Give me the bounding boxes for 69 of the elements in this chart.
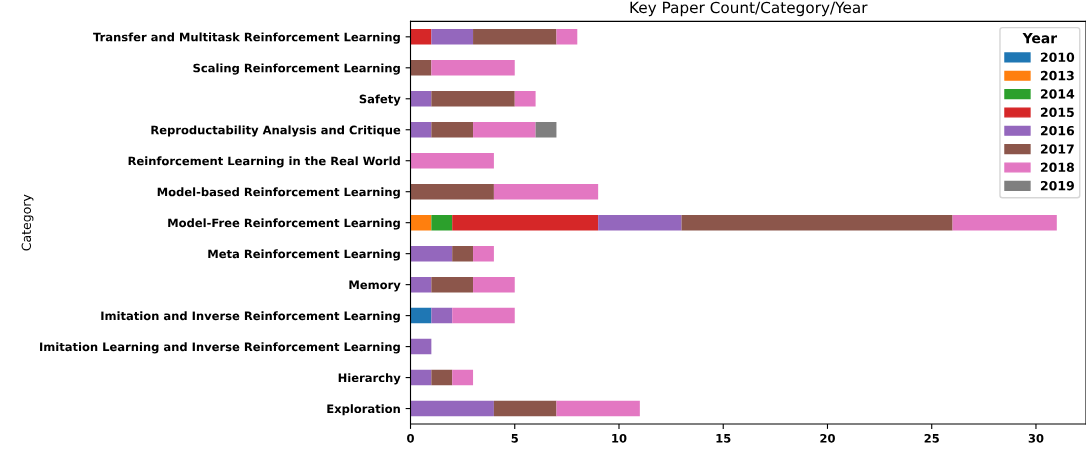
bar: [452, 369, 474, 386]
y-tick-label: Memory: [349, 280, 401, 292]
x-tick-label: 10: [612, 433, 627, 443]
y-tick-label: Reproductability Analysis and Critique: [151, 125, 401, 137]
legend-label: 2014: [1040, 89, 1075, 99]
legend-title: Year: [1022, 33, 1058, 44]
bar: [410, 152, 494, 169]
bar: [431, 60, 515, 76]
bar: [473, 276, 515, 293]
y-tick-label: Scaling Reinforcement Learning: [193, 63, 400, 75]
bar: [410, 29, 432, 45]
chart-title: Key Paper Count/Category/Year: [630, 1, 868, 17]
bar: [431, 214, 453, 231]
legend-label: 2013: [1040, 70, 1074, 81]
bar: [410, 122, 432, 138]
bar: [410, 369, 432, 386]
y-tick-label: Hierarchy: [338, 373, 401, 385]
y-tick-label: Meta Reinforcement Learning: [208, 249, 400, 261]
bar: [410, 91, 432, 107]
y-tick-label: Imitation and Inverse Reinforcement Learning: [101, 311, 400, 323]
y-axis-title: Category: [21, 194, 34, 251]
bar: [410, 183, 494, 200]
y-tick-label: Model-based Reinforcement Learning: [157, 187, 400, 199]
bar: [493, 183, 599, 200]
y-tick-label: Exploration: [327, 404, 400, 416]
x-tick-label: 30: [1028, 433, 1044, 443]
bar: [410, 307, 432, 324]
x-tick-label: 0: [407, 433, 414, 443]
bar: [431, 276, 474, 293]
bar: [410, 245, 453, 262]
bar: [535, 122, 557, 138]
bar: [473, 122, 536, 138]
bar: [431, 369, 453, 386]
legend-label: 2015: [1040, 107, 1074, 117]
bar: [431, 307, 453, 324]
x-tick-label: 5: [511, 434, 518, 443]
bar: [473, 29, 557, 45]
y-tick-label: Safety: [359, 94, 401, 106]
bar: [473, 245, 494, 262]
bar: [410, 338, 432, 355]
bar: [410, 214, 432, 231]
y-tick-label: Reinforcement Learning in the Real World: [128, 156, 400, 168]
bar: [556, 29, 578, 45]
bar: [410, 60, 432, 76]
bar: [452, 245, 474, 262]
x-tick-label: 25: [924, 433, 939, 443]
x-tick-label: 20: [820, 433, 835, 443]
legend-label: 2016: [1040, 125, 1075, 136]
x-tick-label: 15: [716, 434, 731, 443]
bar: [681, 214, 953, 231]
bar: [431, 91, 515, 107]
legend-label: 2010: [1040, 52, 1075, 62]
bar: [452, 214, 599, 231]
y-tick-label: Model-Free Reinforcement Learning: [168, 218, 400, 230]
bar: [514, 91, 536, 107]
bar: [431, 122, 474, 138]
bar: [493, 400, 557, 417]
bar: [598, 214, 682, 231]
bar: [556, 400, 640, 417]
y-tick-label: Transfer and Multitask Reinforcement Learning: [93, 32, 400, 44]
bar: [431, 29, 474, 45]
bar: [952, 214, 1057, 231]
y-tick-label: Imitation Learning and Inverse Reinforcement Learning: [40, 342, 400, 354]
bar: [410, 276, 432, 293]
legend-label: 2017: [1040, 144, 1074, 154]
bar: [410, 400, 494, 417]
legend-label: 2018: [1040, 162, 1074, 173]
legend-label: 2019: [1040, 180, 1074, 191]
bar: [452, 307, 515, 324]
